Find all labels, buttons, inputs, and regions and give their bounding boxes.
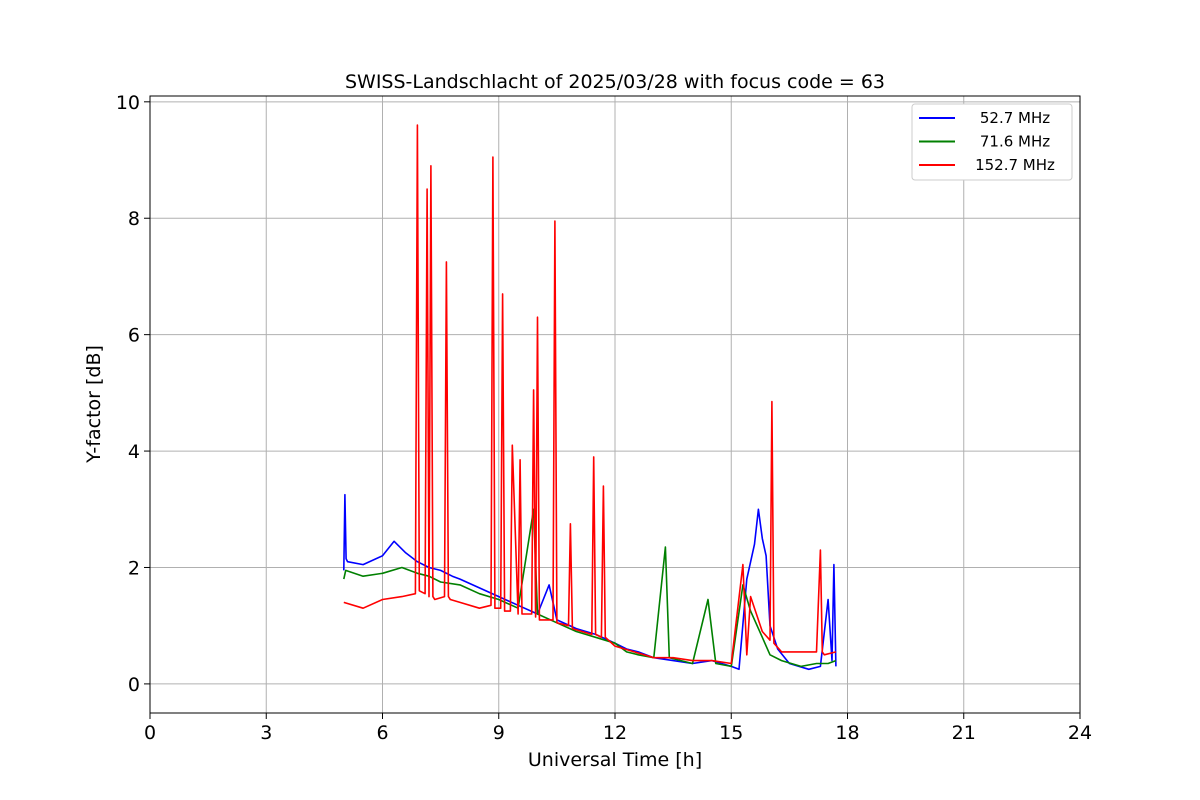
series-line-3 <box>343 124 837 665</box>
series-group <box>343 124 837 671</box>
y-tick-label: 0 <box>128 674 140 696</box>
y-axis: 0 2 4 6 8 10 <box>116 92 150 696</box>
x-tick-label: 0 <box>144 722 156 744</box>
x-tick-label: 9 <box>493 722 505 744</box>
y-tick-label: 2 <box>128 557 140 579</box>
y-tick-label: 10 <box>116 92 140 114</box>
x-tick-label: 15 <box>719 722 743 744</box>
x-tick-label: 18 <box>835 722 859 744</box>
y-tick-label: 8 <box>128 208 140 230</box>
y-tick-label: 6 <box>128 325 140 347</box>
legend-label-2: 71.6 MHz <box>980 133 1050 151</box>
x-tick-label: 12 <box>603 722 627 744</box>
x-axis-title: Universal Time [h] <box>528 749 702 771</box>
chart-title: SWISS-Landschlacht of 2025/03/28 with fo… <box>345 71 885 93</box>
x-tick-label: 24 <box>1068 722 1092 744</box>
x-tick-label: 6 <box>376 722 388 744</box>
legend-box <box>911 103 1073 181</box>
x-axis: 0 3 6 9 12 15 18 21 24 <box>144 713 1092 744</box>
x-tick-label: 3 <box>260 722 272 744</box>
legend: 52.7 MHz 71.6 MHz 152.7 MHz <box>911 103 1073 181</box>
y-axis-title: Y-factor [dB] <box>83 345 105 464</box>
legend-label-3: 152.7 MHz <box>975 156 1055 174</box>
y-tick-label: 4 <box>128 441 140 463</box>
legend-label-1: 52.7 MHz <box>980 109 1050 127</box>
x-tick-label: 21 <box>952 722 976 744</box>
